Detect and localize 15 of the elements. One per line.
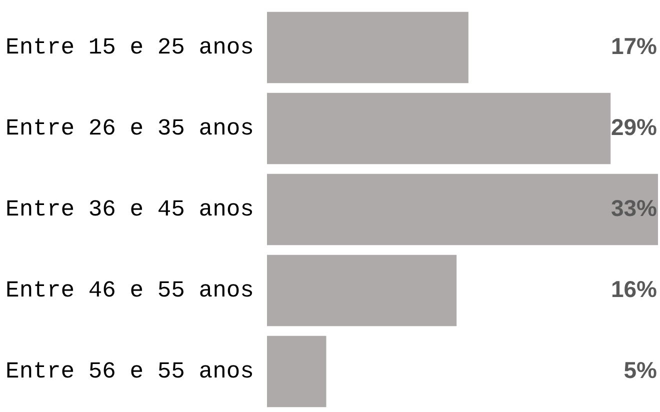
bar [267,336,326,408]
y-tick-label: Entre 26 e 35 anos [6,116,254,142]
y-tick-label: Entre 15 e 25 anos [6,34,254,61]
data-label: 29% [610,114,657,140]
bar [267,174,658,246]
y-tick-label: Entre 36 e 45 anos [6,196,254,223]
data-label: 5% [624,356,657,383]
bar [267,92,611,164]
y-tick-label: Entre 56 e 55 anos [6,358,254,385]
y-tick-label: Entre 46 e 55 anos [6,278,254,304]
bar [267,254,457,326]
data-label: 16% [610,276,657,302]
bar [267,12,468,84]
data-label: 33% [610,194,657,221]
data-label: 17% [610,32,657,59]
